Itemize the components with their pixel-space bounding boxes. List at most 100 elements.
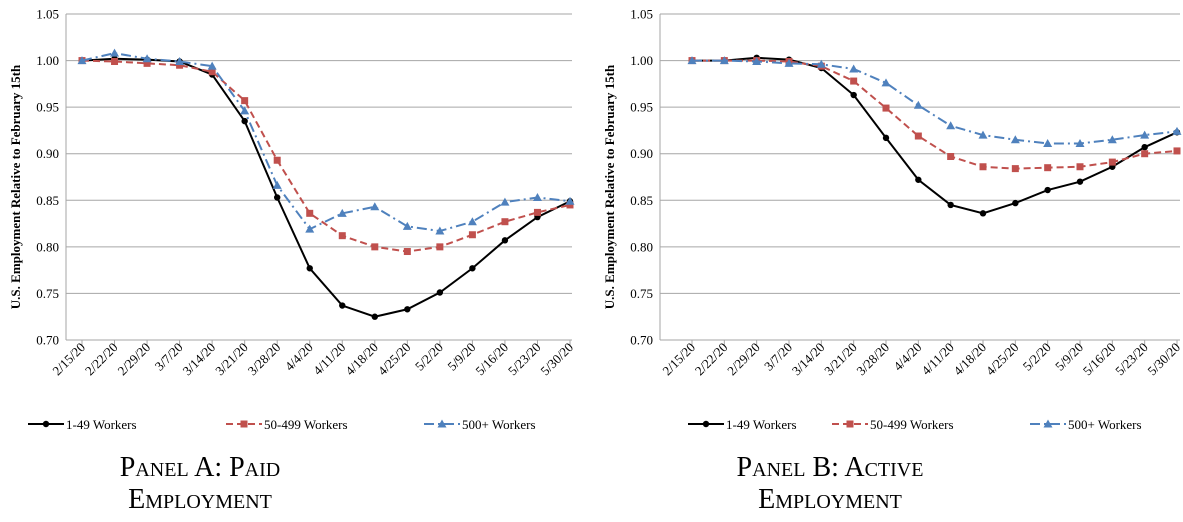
marker bbox=[816, 59, 826, 68]
marker bbox=[702, 420, 710, 428]
marker bbox=[849, 64, 859, 73]
marker bbox=[175, 57, 185, 66]
marker bbox=[500, 197, 510, 206]
y-tick-label: 0.85 bbox=[630, 193, 653, 208]
x-tick-label: 5/2/20 bbox=[412, 340, 446, 374]
marker bbox=[914, 132, 922, 140]
marker bbox=[501, 218, 509, 226]
marker bbox=[850, 77, 858, 85]
marker bbox=[947, 201, 954, 209]
x-tick-label: 2/29/20 bbox=[724, 340, 763, 379]
legend-label: 500+ Workers bbox=[462, 417, 536, 432]
marker bbox=[882, 104, 890, 112]
marker bbox=[566, 201, 574, 209]
marker bbox=[338, 232, 346, 240]
marker bbox=[339, 302, 346, 309]
marker bbox=[947, 153, 955, 161]
legend-label: 500+ Workers bbox=[1068, 417, 1142, 432]
x-tick-label: 5/16/20 bbox=[472, 340, 511, 379]
marker bbox=[1076, 178, 1084, 185]
marker bbox=[1010, 135, 1020, 144]
x-tick-label: 5/2/20 bbox=[1020, 340, 1054, 374]
x-tick-label: 5/23/20 bbox=[1112, 340, 1151, 379]
y-tick-label: 1.05 bbox=[630, 7, 653, 22]
marker bbox=[306, 209, 314, 217]
y-tick-label: 0.90 bbox=[36, 146, 59, 161]
x-tick-label: 2/22/20 bbox=[82, 340, 121, 379]
marker bbox=[979, 163, 987, 171]
x-tick-label: 3/28/20 bbox=[245, 340, 284, 379]
marker bbox=[1043, 138, 1053, 147]
marker bbox=[1076, 163, 1084, 171]
marker bbox=[946, 121, 956, 130]
marker bbox=[752, 57, 762, 66]
y-tick-label: 0.75 bbox=[36, 286, 59, 301]
series-line bbox=[692, 56, 1178, 215]
marker bbox=[979, 210, 987, 217]
marker bbox=[1108, 158, 1116, 166]
marker bbox=[273, 156, 281, 164]
marker bbox=[437, 419, 447, 428]
series-line bbox=[81, 57, 571, 318]
marker bbox=[436, 243, 444, 251]
series-line bbox=[81, 59, 571, 253]
marker bbox=[1043, 419, 1053, 428]
marker bbox=[1012, 199, 1019, 207]
x-tick-label: 4/25/20 bbox=[983, 340, 1022, 379]
marker bbox=[1044, 186, 1051, 194]
x-tick-label: 5/30/20 bbox=[1144, 340, 1183, 379]
y-tick-label: 0.70 bbox=[36, 333, 59, 348]
marker bbox=[467, 217, 477, 226]
marker bbox=[371, 243, 379, 251]
marker bbox=[784, 58, 794, 67]
x-tick-label: 3/14/20 bbox=[789, 340, 828, 379]
marker bbox=[305, 224, 315, 233]
x-tick-label: 3/14/20 bbox=[180, 340, 219, 379]
marker bbox=[978, 130, 988, 139]
y-tick-label: 0.95 bbox=[36, 100, 59, 115]
marker bbox=[404, 306, 411, 313]
x-tick-label: 4/18/20 bbox=[950, 340, 989, 379]
legend-label: 1-49 Workers bbox=[726, 417, 797, 432]
y-axis-label: U.S. Employment Relative to February 15t… bbox=[8, 64, 23, 309]
marker bbox=[1044, 164, 1052, 172]
marker bbox=[1107, 135, 1117, 144]
marker bbox=[208, 68, 216, 76]
marker bbox=[468, 231, 476, 239]
marker bbox=[111, 58, 119, 66]
x-tick-label: 2/22/20 bbox=[692, 340, 731, 379]
marker bbox=[1011, 165, 1019, 173]
series-line bbox=[81, 52, 571, 233]
marker bbox=[110, 48, 120, 57]
y-tick-label: 0.75 bbox=[630, 286, 653, 301]
marker bbox=[240, 420, 248, 428]
marker bbox=[469, 265, 476, 272]
marker bbox=[850, 91, 857, 99]
y-tick-label: 0.70 bbox=[630, 333, 653, 348]
marker bbox=[241, 97, 249, 105]
x-tick-label: 4/11/20 bbox=[310, 340, 348, 378]
y-axis-label: U.S. Employment Relative to February 15t… bbox=[602, 64, 617, 309]
marker bbox=[1173, 147, 1181, 155]
panel-caption: Panel A: Paid Employment bbox=[119, 452, 281, 515]
y-tick-label: 0.90 bbox=[630, 146, 653, 161]
marker bbox=[1172, 126, 1182, 135]
x-tick-label: 5/16/20 bbox=[1080, 340, 1119, 379]
x-tick-label: 3/21/20 bbox=[821, 340, 860, 379]
marker bbox=[435, 226, 445, 235]
panel-caption: Panel B: Active Employment bbox=[736, 452, 924, 515]
legend-label: 50-499 Workers bbox=[264, 417, 348, 432]
y-tick-label: 0.85 bbox=[36, 193, 59, 208]
legend-label: 1-49 Workers bbox=[66, 417, 137, 432]
x-tick-label: 4/18/20 bbox=[342, 340, 381, 379]
marker bbox=[846, 420, 854, 428]
marker bbox=[337, 208, 347, 217]
legend-label: 50-499 Workers bbox=[870, 417, 954, 432]
marker bbox=[370, 202, 380, 211]
x-tick-label: 5/30/20 bbox=[537, 340, 576, 379]
marker bbox=[241, 117, 248, 125]
x-tick-label: 4/25/20 bbox=[375, 340, 414, 379]
marker bbox=[915, 176, 922, 183]
